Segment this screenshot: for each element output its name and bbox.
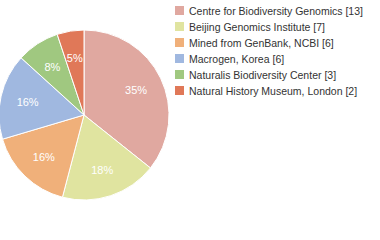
legend-item: Macrogen, Korea [6] [175, 53, 367, 65]
data-label: 35% [125, 84, 147, 96]
legend-label: Mined from GenBank, NCBI [6] [189, 37, 334, 49]
legend-label: Macrogen, Korea [6] [189, 53, 284, 65]
legend-label: Centre for Biodiversity Genomics [13] [189, 5, 363, 17]
legend-swatch [175, 6, 184, 15]
legend-label: Naturalis Biodiversity Center [3] [189, 69, 336, 81]
legend-swatch [175, 38, 184, 47]
legend-swatch [175, 70, 184, 79]
legend-item: Mined from GenBank, NCBI [6] [175, 37, 367, 49]
legend-item: Beijing Genomics Institute [7] [175, 21, 367, 33]
data-label: 16% [17, 96, 39, 108]
legend-swatch [175, 22, 184, 31]
legend: Centre for Biodiversity Genomics [13] Bei… [175, 5, 367, 101]
chart: 35% 18% 16% 16% 8% 5% [0, 0, 380, 240]
legend-item: Naturalis Biodiversity Center [3] [175, 69, 367, 81]
legend-swatch [175, 54, 184, 63]
data-label: 16% [33, 151, 55, 163]
slices [0, 30, 169, 200]
legend-label: Beijing Genomics Institute [7] [189, 21, 325, 33]
data-label: 5% [67, 52, 83, 64]
legend-label: Natural History Museum, London [2] [189, 85, 357, 97]
legend-item: Centre for Biodiversity Genomics [13] [175, 5, 367, 17]
legend-item: Natural History Museum, London [2] [175, 85, 367, 97]
pie-slice [57, 30, 84, 115]
data-label: 8% [45, 61, 61, 73]
slice-labels: 35% 18% 16% 16% 8% 5% [17, 52, 148, 176]
data-label: 18% [91, 164, 113, 176]
legend-swatch [175, 86, 184, 95]
